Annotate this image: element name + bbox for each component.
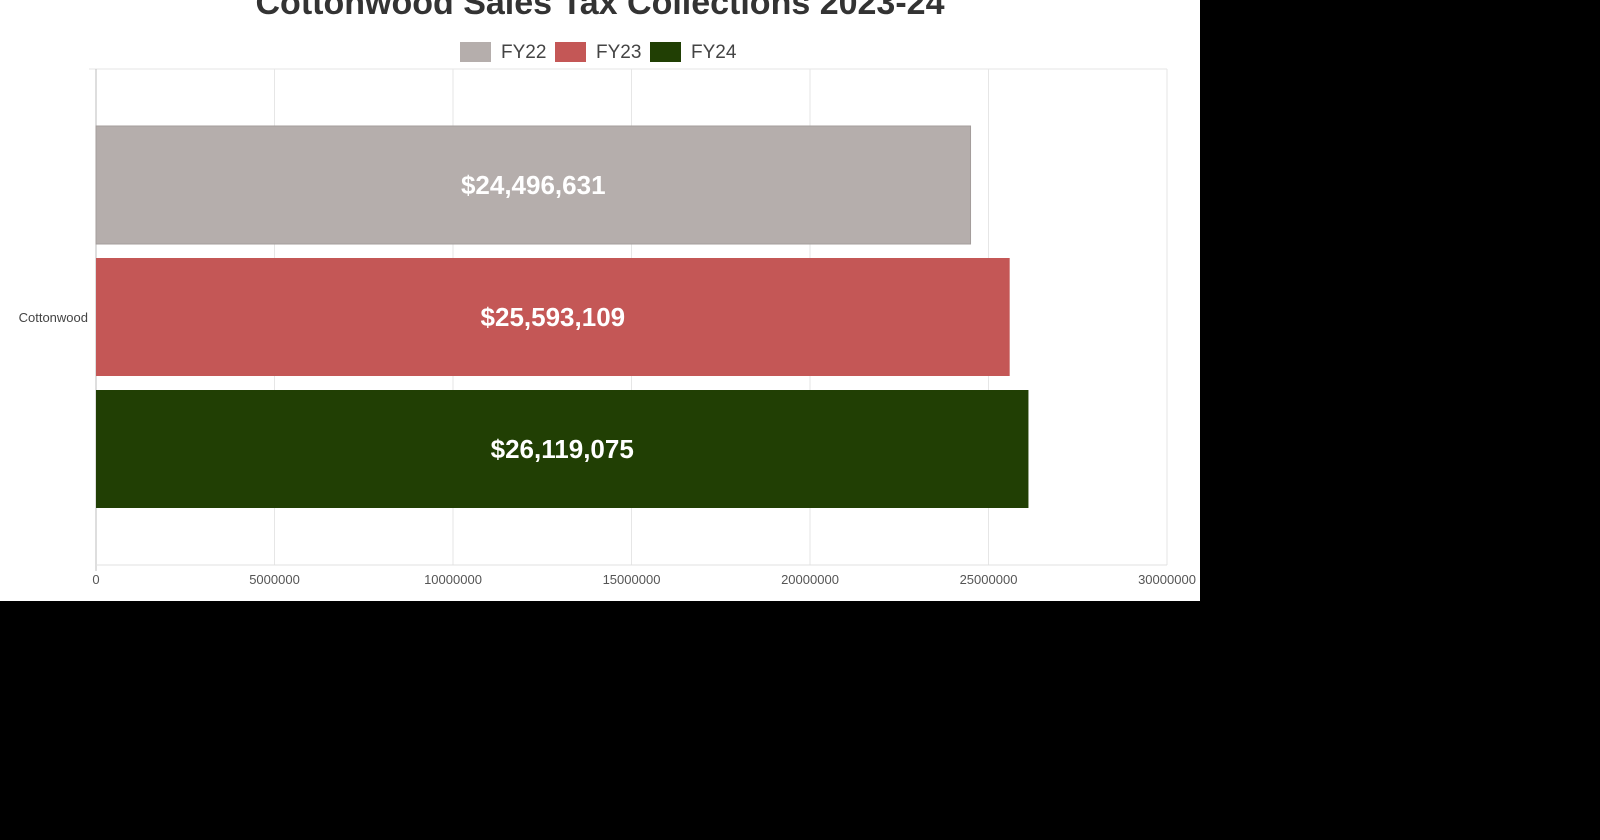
legend-swatch-fy24 xyxy=(650,42,681,62)
x-tick-label: 15000000 xyxy=(603,572,661,587)
chart-panel: Cottonwood Sales Tax Collections 2023-24… xyxy=(0,0,1200,601)
x-tick-label: 10000000 xyxy=(424,572,482,587)
bar-fy22 xyxy=(95,125,972,245)
x-tick-label: 20000000 xyxy=(781,572,839,587)
legend-swatch-fy23 xyxy=(555,42,586,62)
x-tick-label: 5000000 xyxy=(249,572,300,587)
data-label-fy24: $26,119,075 xyxy=(491,434,634,464)
legend-label-fy24: FY24 xyxy=(691,42,737,63)
chart-title: Cottonwood Sales Tax Collections 2023-24 xyxy=(255,0,945,22)
chart-plot: 0 5000000 10000000 15000000 20000000 25000000… xyxy=(19,42,1196,587)
bar-fy23 xyxy=(96,258,1010,376)
x-tick-label: 0 xyxy=(92,572,99,587)
legend-swatch-fy22 xyxy=(460,42,491,62)
data-label-fy23: $25,593,109 xyxy=(481,302,626,332)
x-tick-label: 25000000 xyxy=(960,572,1018,587)
x-tick-label: 30000000 xyxy=(1138,572,1196,587)
data-label-fy22: $24,496,631 xyxy=(461,170,606,200)
bar-fy24 xyxy=(96,390,1029,508)
legend-label-fy23: FY23 xyxy=(596,42,641,63)
y-category-label: Cottonwood xyxy=(19,310,88,325)
legend-label-fy22: FY22 xyxy=(501,42,546,63)
